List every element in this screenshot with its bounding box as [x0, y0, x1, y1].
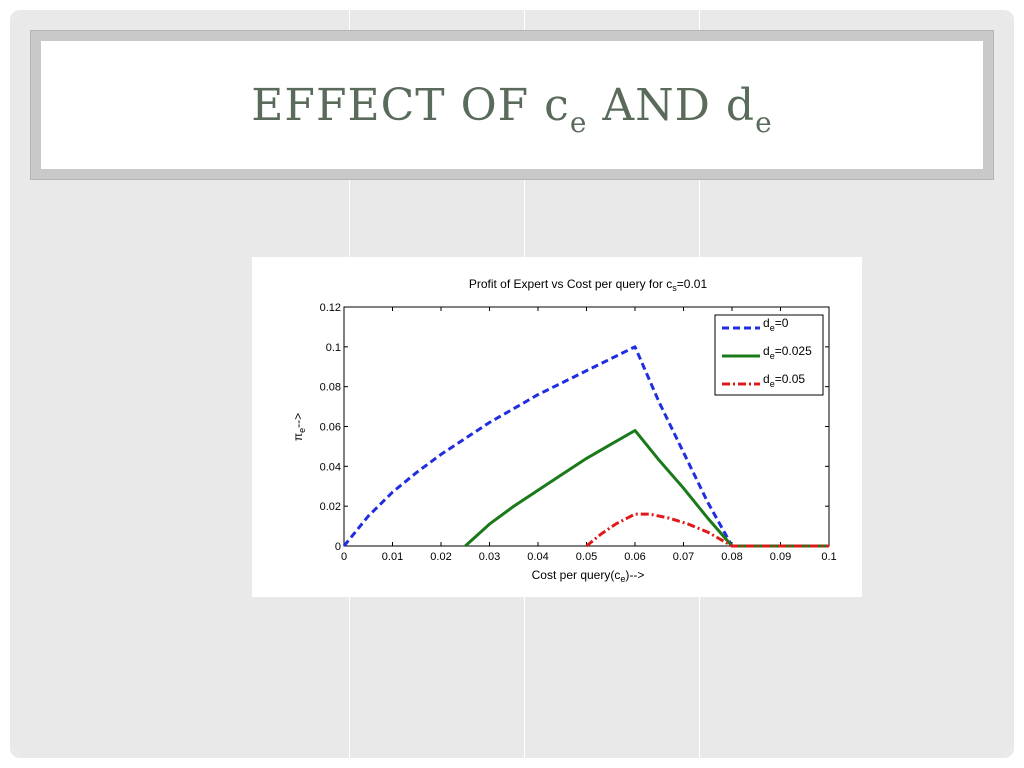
slide-title-subscript: e [755, 105, 773, 139]
y-tick-label: 0.06 [320, 422, 341, 434]
x-tick-label: 0.01 [382, 551, 403, 563]
slide-title-subscript: e [569, 105, 588, 139]
legend-label-de-0: de=0 [763, 316, 789, 333]
y-tick-label: 0.12 [320, 302, 341, 314]
series-lines [342, 345, 829, 548]
y-tick-label: 0.02 [320, 501, 341, 513]
slide-title: EFFECT OF ce AND de [251, 79, 772, 139]
series-line-2 [585, 512, 829, 548]
y-tick-label: 0 [335, 541, 341, 553]
legend: de=0 de=0.025 de=0.05 [714, 314, 824, 396]
y-axis-label: πe--> [291, 413, 307, 441]
x-tick-label: 0.06 [624, 551, 645, 563]
x-tick-label: 0.09 [770, 551, 791, 563]
legend-label-de-005: de=0.05 [763, 372, 805, 389]
x-tick-label: 0.1 [821, 551, 836, 563]
x-tick-label: 0.02 [430, 551, 451, 563]
legend-label-de-0025: de=0.025 [763, 344, 812, 361]
axis-ticks: 0 0.01 0.02 0.03 0.04 0.05 0.06 0.07 0.08 0.09 0.1… [320, 302, 837, 563]
x-axis-label: Cost per query(ce)--> [532, 568, 645, 584]
slide-title-part: AND d [587, 79, 756, 131]
title-frame: EFFECT OF ce AND de [30, 30, 994, 180]
x-tick-label: 0.08 [721, 551, 742, 563]
x-tick-label: 0.05 [576, 551, 597, 563]
x-tick-label: 0.03 [479, 551, 500, 563]
chart-figure: Profit of Expert vs Cost per query for c… [252, 257, 862, 597]
x-tick-label: 0 [341, 551, 347, 563]
slide-title-part: EFFECT OF c [251, 79, 570, 131]
chart-svg: Profit of Expert vs Cost per query for c… [291, 277, 837, 584]
title-box: EFFECT OF ce AND de [41, 41, 983, 169]
x-tick-label: 0.07 [673, 551, 694, 563]
slide-background: EFFECT OF ce AND de Profit of Expert vs … [10, 10, 1014, 758]
x-tick-label: 0.04 [527, 551, 548, 563]
y-tick-label: 0.08 [320, 382, 341, 394]
chart-title: Profit of Expert vs Cost per query for c… [469, 277, 708, 293]
y-tick-label: 0.1 [326, 342, 341, 354]
y-tick-label: 0.04 [320, 461, 341, 473]
